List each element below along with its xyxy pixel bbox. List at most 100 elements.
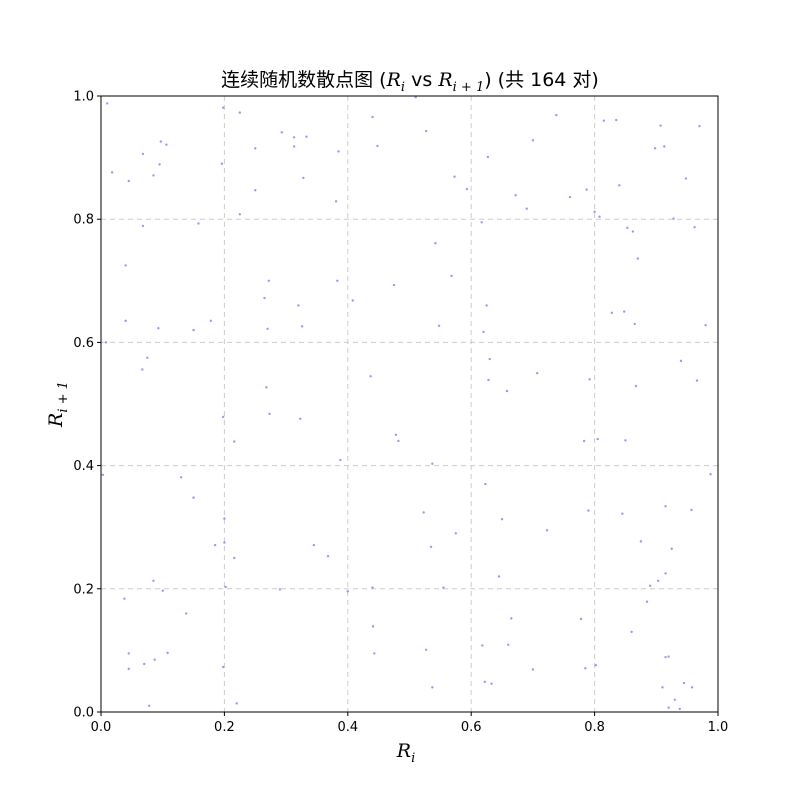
scatter-point: [497, 575, 501, 578]
scatter-point: [254, 147, 257, 150]
y-tick-label: 1.0: [73, 90, 94, 105]
y-tick-label: 0.2: [73, 582, 94, 597]
scatter-point: [621, 512, 624, 515]
scatter-point: [292, 145, 296, 148]
scatter-point: [684, 177, 688, 180]
scatter-point: [339, 458, 342, 462]
scatter-point: [180, 476, 183, 479]
scatter-point: [238, 111, 242, 114]
scatter-point: [371, 586, 374, 589]
scatter-point: [373, 652, 376, 655]
x-tick-label: 0.0: [91, 720, 112, 735]
scatter-point: [645, 600, 649, 603]
scatter-point: [422, 511, 425, 514]
scatter-point: [394, 433, 398, 436]
scatter-point: [224, 585, 227, 589]
scatter-point: [337, 150, 340, 153]
scatter-point: [670, 547, 673, 550]
scatter-point: [235, 702, 238, 705]
scatter-point: [157, 327, 160, 330]
scatter-point: [213, 543, 217, 547]
scatter-point: [673, 698, 677, 701]
x-tick-label: 0.6: [461, 720, 482, 735]
scatter-point: [594, 663, 598, 667]
scatter-point: [709, 473, 712, 476]
scatter-point: [220, 162, 224, 165]
x-axis-label: Ri: [396, 740, 415, 766]
scatter-point: [631, 230, 635, 233]
scatter-point: [465, 187, 469, 191]
scatter-point: [351, 299, 354, 302]
scatter-point: [555, 113, 558, 117]
scatter-points: [101, 96, 712, 711]
chart-title: 连续随机数散点图 (Ri vs Ri + 1) (共 164 对): [221, 69, 599, 95]
scatter-point: [624, 439, 627, 442]
scatter-point: [488, 357, 491, 361]
scatter-point: [653, 147, 657, 150]
scatter-point: [704, 323, 707, 327]
scatter-point: [326, 554, 330, 558]
scatter-point: [437, 324, 441, 327]
scatter-point: [630, 630, 633, 634]
scatter-point: [487, 378, 490, 382]
scatter-point: [159, 140, 163, 143]
scatter-point: [431, 462, 434, 465]
scatter-point: [450, 274, 453, 278]
scatter-point: [434, 242, 437, 245]
scatter-point: [587, 509, 590, 512]
scatter-point: [485, 304, 488, 307]
scatter-point: [266, 327, 269, 331]
scatter-point: [424, 129, 428, 133]
scatter-point: [105, 102, 109, 105]
scatter-point: [500, 517, 504, 521]
scatter-point: [334, 200, 338, 203]
scatter-point: [305, 135, 308, 138]
scatter-point: [486, 155, 490, 159]
scatter-point: [536, 372, 539, 375]
scatter-point: [678, 707, 681, 711]
scatter-point: [698, 124, 701, 128]
scatter-point: [278, 588, 282, 591]
scatter-point: [693, 226, 696, 229]
scatter-point: [221, 106, 225, 109]
scatter-point: [593, 210, 596, 214]
scatter-point: [221, 665, 225, 669]
scatter-point: [667, 706, 670, 709]
scatter-point: [165, 143, 168, 146]
scatter-point: [221, 415, 225, 419]
scatter-point: [695, 379, 699, 382]
scatter-point: [639, 540, 643, 543]
scatter-point: [238, 213, 242, 216]
scatter-point: [480, 221, 483, 224]
scatter-point: [123, 597, 126, 600]
x-axis-ticks: 0.0 0.2 0.4 0.6 0.8 1.0: [91, 712, 729, 735]
scatter-point: [633, 322, 636, 326]
scatter-point: [184, 612, 188, 615]
scatter-point: [280, 131, 283, 134]
plot-area-frame: [100, 95, 719, 713]
scatter-point: [141, 224, 145, 228]
scatter-point: [453, 175, 456, 178]
scatter-point: [663, 145, 666, 148]
x-tick-label: 0.8: [584, 720, 605, 735]
scatter-point: [623, 310, 626, 313]
scatter-point: [661, 686, 664, 689]
scatter-point: [634, 384, 638, 388]
scatter-point: [667, 655, 670, 658]
x-tick-label: 1.0: [708, 720, 729, 735]
scatter-point: [146, 356, 149, 359]
scatter-point: [682, 681, 686, 685]
scatter-point: [209, 319, 213, 323]
scatter-point: [505, 389, 509, 393]
scatter-point: [104, 341, 108, 344]
scatter-point: [166, 651, 169, 655]
scatter-point: [510, 617, 513, 620]
scatter-point: [582, 439, 586, 443]
scatter-point: [481, 644, 484, 647]
scatter-point: [659, 124, 662, 127]
scatter-point: [690, 686, 694, 689]
scatter-point: [124, 319, 127, 323]
scatter-point: [568, 195, 572, 199]
scatter-point: [152, 579, 155, 582]
